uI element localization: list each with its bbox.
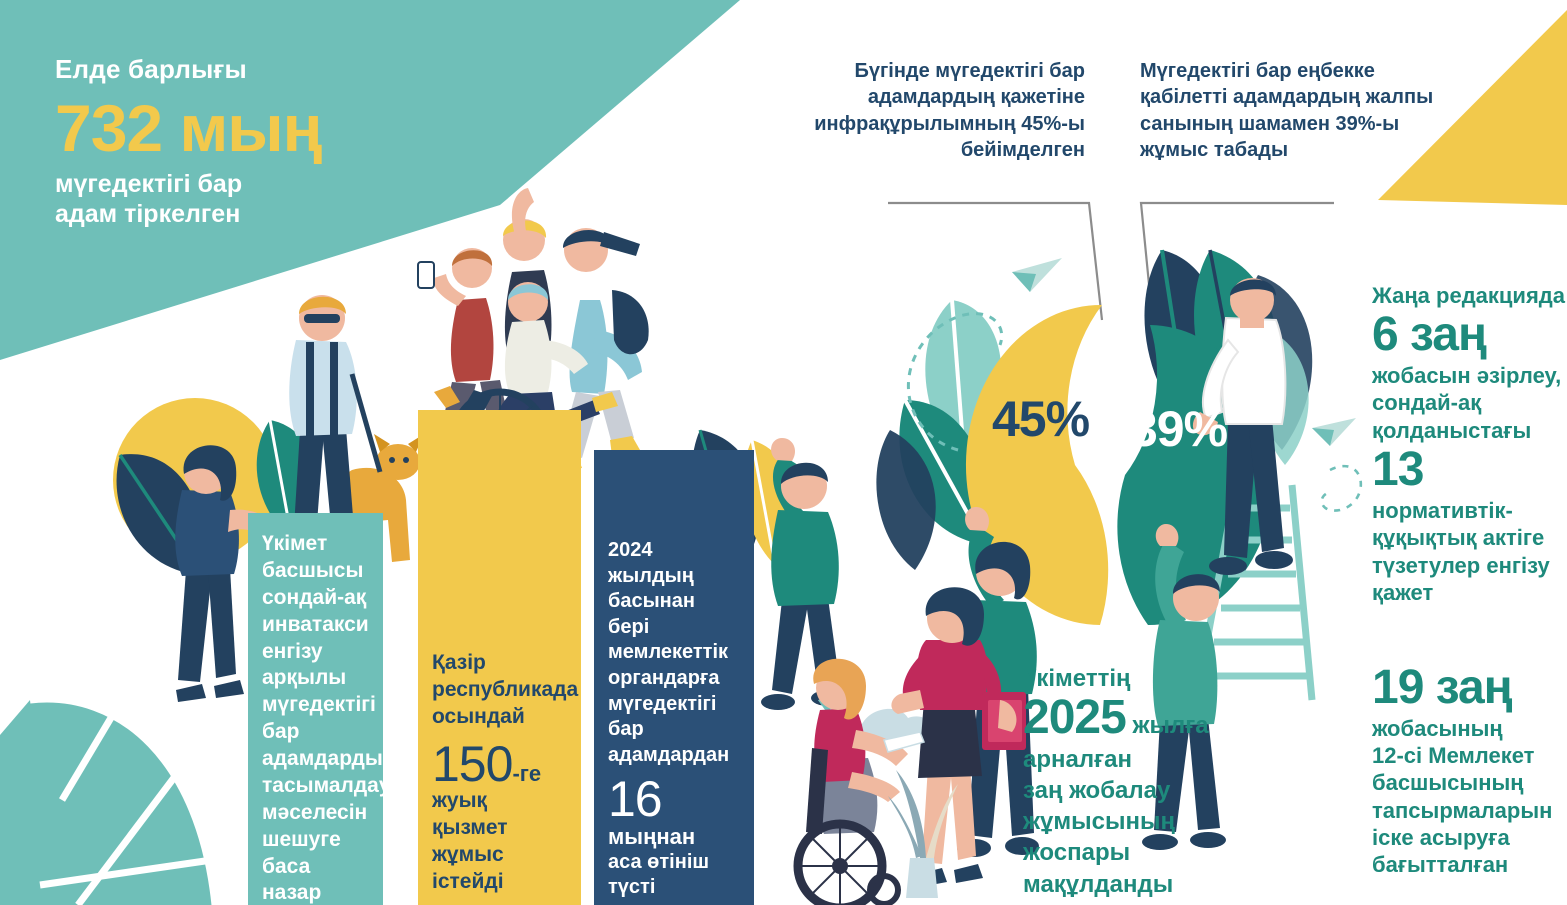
right-1-big2: 13 [1372, 443, 1424, 497]
callout-45-line2: адамдардың қажетіне [867, 86, 1085, 109]
paper-plane-icon-right [1312, 418, 1356, 446]
stat-column-navy: 2024 жылдың басынан бері мемлекеттік орг… [594, 450, 754, 905]
right-1-mid: жобасын әзірлеу, сондай-ақ қолданыстағы [1372, 363, 1562, 443]
pie-chart-39 [1117, 325, 1275, 626]
stat-column-yellow: Қазір республикада осындай 150-ге жуық қ… [418, 410, 581, 905]
callout-39-line1: Мүгедектігі бар еңбекке [1140, 60, 1375, 82]
callout-39-line2: қабілетті адамдардың жалпы [1140, 86, 1434, 109]
right-1-big1: 6 заң [1372, 308, 1487, 362]
callout-39-line3: санының шамамен 39%-ы [1140, 112, 1400, 135]
callout-45-line3: инфрақұрылымның 45%-ы [814, 112, 1085, 135]
header-big-number: 732 мың [55, 90, 323, 165]
leaf-cluster-left-of-pie [876, 299, 1002, 570]
plan-2025-line1: Үкіметтің [1023, 665, 1131, 692]
stat-column-yellow-number: 150 [432, 735, 513, 792]
header-block: Елде барлығы 732 мың мүгедектігі бар ада… [55, 54, 385, 229]
right-2-line3: басшысының [1372, 770, 1524, 796]
stat-column-yellow-text-after: жуық қызмет жұмыс істейді [432, 789, 508, 893]
callout-connector-39 [1139, 201, 1334, 326]
callout-45-line1: Бүгінде мүгедектігі бар [854, 60, 1085, 82]
right-2-line2: 12-сі Мемлекет [1372, 743, 1535, 769]
callout-39-line4: жұмыс табады [1140, 139, 1289, 162]
pie-45-label: 45% [992, 391, 1090, 447]
stat-column-yellow-text-before: Қазір республикада осындай [432, 651, 579, 728]
stat-column-navy-text-after: аса өтініш түсті [608, 850, 710, 899]
plan-2025-block: Үкіметтің 2025 жылға арналған заң жобала… [1023, 665, 1258, 900]
stat-column-navy-text-before: 2024 жылдың басынан бері мемлекеттік орг… [608, 539, 730, 766]
dashed-swirl-right [1320, 464, 1363, 512]
pie-39-label: 39% [1130, 401, 1228, 457]
leaf-bottom-left [0, 695, 219, 905]
right-block-laws-19: 19 заң жобасының 12-сі Мемлекет басшысын… [1372, 662, 1567, 879]
stat-column-teal: Үкімет басшысы сондай-ақ инватакси енгіз… [248, 513, 391, 905]
plan-2025-year: 2025 [1023, 690, 1127, 744]
callout-45-line4: бейімделген [960, 139, 1085, 162]
right-2-big1: 19 заң [1372, 661, 1513, 714]
header-line3: адам тіркелген [55, 199, 241, 228]
right-1-intro: Жаңа редакцияда [1372, 283, 1565, 308]
man-raising-hand-illustration [761, 438, 845, 710]
man-on-ladder-illustration [1192, 278, 1316, 701]
callout-39-text: Мүгедектігі бар еңбекке қабілетті адамда… [1140, 58, 1450, 164]
header-line2: мүгедектігі бар [55, 169, 243, 198]
callout-45-text: Бүгінде мүгедектігі бар адамдардың қажет… [790, 58, 1085, 164]
right-2-line5: іске асыруға [1372, 825, 1510, 851]
right-2-line1: жобасының [1372, 715, 1503, 741]
paper-plane-trail-left [906, 312, 1004, 452]
plan-2025-after-year: жылға [1125, 711, 1209, 739]
header-line1: Елде барлығы [55, 54, 247, 84]
right-1-outro: нормативтік- құқықтық актіге түзетулер е… [1372, 497, 1550, 605]
stat-column-yellow-number-suffix: -ге [512, 760, 542, 786]
right-2-line4: тапсырмаларын [1372, 797, 1553, 823]
stat-column-teal-text: Үкімет басшысы сондай-ақ инватакси енгіз… [262, 532, 391, 905]
right-block-laws-6-13: Жаңа редакцияда 6 заң жобасын әзірлеу, с… [1372, 282, 1567, 606]
paper-plane-icon-left [1012, 258, 1062, 292]
plan-2025-rest: арналған заң жобалау жұмысының жоспары м… [1023, 745, 1175, 898]
woman-handing-document-illustration [793, 587, 1026, 905]
stat-column-navy-number: 16 [608, 771, 663, 828]
pie-chart-45 [965, 304, 1109, 625]
stat-column-navy-number-suffix: мыңнан [608, 823, 696, 849]
right-2-line6: бағытталған [1372, 852, 1509, 878]
callout-connector-45 [888, 201, 1104, 321]
